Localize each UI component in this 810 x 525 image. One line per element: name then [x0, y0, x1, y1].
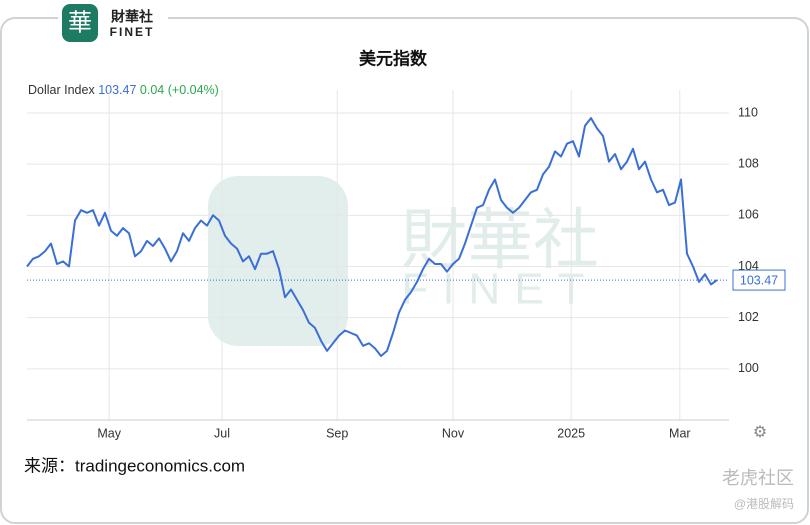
- logo-icon: [62, 4, 98, 42]
- legend-label: Dollar Index: [28, 83, 95, 97]
- y-tick-label: 108: [738, 156, 759, 170]
- frame: [0, 17, 809, 524]
- legend-row: Dollar Index 103.47 0.04 (+0.04%): [28, 83, 219, 97]
- y-tick-label: 100: [738, 361, 759, 375]
- account-mark: @港股解码: [734, 497, 794, 511]
- legend-change: 0.04: [140, 83, 164, 97]
- bg-watermark-icon: [208, 176, 348, 346]
- logo-brand: 財華社: [110, 9, 153, 25]
- logo-glyph: 華: [68, 9, 92, 37]
- y-tick-label: 110: [738, 105, 758, 119]
- y-tick-label: 104: [738, 259, 759, 273]
- data-line: [26, 117, 718, 357]
- x-tick-label: May: [97, 426, 121, 440]
- x-tick-label: Jul: [214, 426, 230, 440]
- y-tick-label: 102: [738, 310, 759, 324]
- x-tick-label: 2025: [557, 426, 585, 440]
- last-value-box: [732, 269, 786, 291]
- logo-brand-en: FINET: [110, 25, 155, 39]
- settings-icon[interactable]: ⚙: [753, 424, 767, 441]
- x-tick-label: Nov: [442, 426, 465, 440]
- last-value-label: 103.47: [740, 273, 778, 287]
- bg-watermark-en: FINET: [401, 265, 598, 314]
- y-tick-label: 106: [738, 208, 759, 222]
- x-tick-label: Sep: [326, 426, 348, 440]
- source: 来源：tradingeconomics.com: [24, 456, 245, 475]
- legend-value: 103.47: [98, 83, 136, 97]
- legend-change-pct: (+0.04%): [168, 83, 219, 97]
- chart-title: 美元指数: [359, 48, 428, 68]
- community-mark: 老虎社区: [722, 468, 794, 488]
- x-tick-label: Mar: [669, 426, 691, 440]
